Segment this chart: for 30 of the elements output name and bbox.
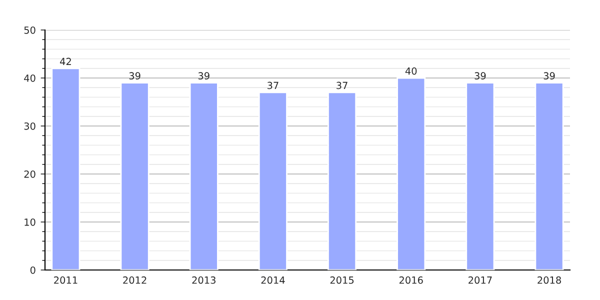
x-tick-label: 2012 — [123, 276, 146, 284]
y-tick-label: 10 — [24, 218, 36, 226]
x-tick-label: 2018 — [538, 276, 561, 284]
x-tick-label: 2014 — [261, 276, 285, 284]
data-label: 39 — [544, 72, 555, 80]
y-tick-label: 30 — [24, 122, 36, 130]
bar — [258, 92, 288, 270]
bar — [466, 82, 495, 270]
bar — [328, 92, 357, 270]
y-tick-label: 20 — [24, 170, 36, 178]
bar — [534, 82, 564, 270]
y-tick-label: 50 — [24, 26, 36, 34]
data-label: 40 — [405, 67, 417, 75]
y-tick-label: 0 — [30, 266, 36, 274]
data-label: 42 — [60, 58, 71, 65]
x-tick-label: 2016 — [399, 276, 423, 284]
bar — [51, 68, 80, 270]
bar — [396, 77, 426, 270]
data-label: 39 — [198, 72, 210, 80]
data-label: 37 — [268, 82, 278, 90]
x-tick-label: 2013 — [192, 276, 216, 284]
x-tick-label: 2015 — [330, 276, 354, 284]
bar — [189, 82, 218, 270]
data-label: 39 — [129, 72, 140, 80]
x-tick-label: 2011 — [54, 276, 78, 284]
y-tick-label: 40 — [24, 74, 36, 82]
data-label: 39 — [474, 72, 486, 80]
x-tick-label: 2017 — [468, 276, 492, 284]
bar — [120, 82, 150, 270]
data-label: 37 — [336, 82, 348, 90]
